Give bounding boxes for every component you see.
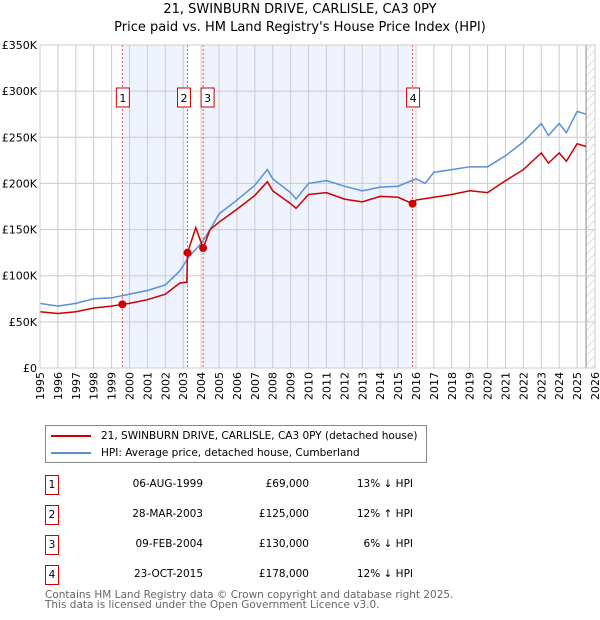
x-tick-label: 2022 [517,372,530,400]
x-tick-label: 2026 [589,372,600,400]
transaction-hpi-diff: 12% ↑ HPI [356,508,413,520]
x-tick-label: 2009 [285,372,298,400]
sale-point [408,199,417,208]
forecast-hatch [586,45,595,368]
sale-point [199,244,208,253]
series-line [39,110,587,307]
x-tick-label: 2018 [446,372,459,400]
transaction-date: 28-MAR-2003 [132,508,203,520]
x-tick-label: 2015 [392,372,405,400]
transaction-hpi-diff: 13% ↓ HPI [356,478,413,490]
x-tick-label: 2001 [141,372,154,400]
x-tick-label: 2000 [124,372,137,400]
sale-label-text: 4 [410,92,417,105]
legend: 21, SWINBURN DRIVE, CARLISLE, CA3 0PY (d… [45,425,427,463]
x-tick-label: 1999 [106,372,119,400]
sale-label-border [177,87,192,108]
y-tick-label: £350K [2,39,38,52]
transaction-row: 4 23-OCT-2015 £178,000 12% ↓ HPI [45,565,445,587]
sale-point [118,300,127,309]
transaction-date: 09-FEB-2004 [135,538,203,550]
y-tick-label: £250K [2,131,38,144]
sale-point [183,248,192,257]
y-tick-label: £50K [9,316,38,329]
x-tick-label: 2008 [267,372,280,400]
x-tick-label: 2017 [428,372,441,400]
series-line [39,142,587,315]
price-chart: 1995 1996 1997 1998 1999 2000 2001 2002 2003 2004… [2,39,600,400]
x-tick-label: 2023 [535,372,548,400]
x-tick-label: 2014 [374,372,387,400]
sale-label-border [115,87,130,108]
footer: Contains HM Land Registry data © Crown c… [45,589,454,611]
transaction-row: 2 28-MAR-2003 £125,000 12% ↑ HPI [45,505,445,527]
y-tick-label: £0 [23,362,37,375]
legend-label: 21, SWINBURN DRIVE, CARLISLE, CA3 0PY (d… [101,430,418,442]
x-tick-label: 2019 [464,372,477,400]
x-tick-label: 2006 [231,372,244,400]
transaction-number: 4 [45,565,59,585]
x-tick-label: 2024 [553,372,566,400]
sale-label-box: 1 [115,87,130,108]
plot-border [39,44,596,369]
transaction-hpi-diff: 12% ↓ HPI [356,568,413,580]
x-tick-label: 2020 [482,372,495,400]
legend-item-hpi: HPI: Average price, detached house, Cumb… [46,445,360,461]
x-tick-label: 1998 [88,372,101,400]
chart-title: 21, SWINBURN DRIVE, CARLISLE, CA3 0PY [163,2,437,17]
sale-label-box: 4 [406,87,421,108]
x-tick-label: 2007 [249,372,262,400]
x-tick-label: 2021 [499,372,512,400]
footer-line: This data is licensed under the Open Gov… [45,599,380,611]
x-tick-label: 1995 [34,372,47,400]
y-tick-label: £300K [2,85,38,98]
x-tick-label: 2012 [338,372,351,400]
sale-label-box: 3 [200,87,215,108]
transaction-row: 1 06-AUG-1999 £69,000 13% ↓ HPI [45,475,445,497]
footer-line: Contains HM Land Registry data © Crown c… [45,589,454,601]
x-tick-label: 2011 [320,372,333,400]
transaction-date: 06-AUG-1999 [132,478,203,490]
transaction-number: 1 [45,475,59,495]
sale-label-text: 2 [181,92,188,105]
sale-label-text: 3 [204,92,211,105]
y-tick-label: £100K [2,270,38,283]
sale-label-border [406,87,421,108]
x-tick-label: 2004 [195,372,208,400]
legend-item-property: 21, SWINBURN DRIVE, CARLISLE, CA3 0PY (d… [46,428,417,444]
sale-period-shade [122,45,188,368]
transaction-row: 3 09-FEB-2004 £130,000 6% ↓ HPI [45,535,445,557]
y-tick-label: £150K [2,224,38,237]
transaction-price: £178,000 [258,568,309,580]
sale-label-text: 1 [119,92,126,105]
chart-subtitle: Price paid vs. HM Land Registry's House … [114,20,486,35]
y-tick-label: £200K [2,177,38,190]
transaction-date: 23-OCT-2015 [134,568,203,580]
sale-period-shade [203,45,413,368]
legend-swatch-red [51,435,91,437]
x-tick-label: 1997 [70,372,83,400]
x-tick-label: 2003 [177,372,190,400]
transaction-number: 3 [45,535,59,555]
legend-label: HPI: Average price, detached house, Cumb… [101,447,360,459]
x-tick-label: 1996 [52,372,65,400]
transaction-price: £69,000 [265,478,309,490]
legend-swatch-blue [51,452,91,454]
sale-label-border [200,87,215,108]
x-tick-label: 2013 [356,372,369,400]
transaction-price: £130,000 [258,538,309,550]
x-tick-label: 2002 [159,372,172,400]
transaction-number: 2 [45,505,59,525]
transaction-price: £125,000 [258,508,309,520]
x-tick-label: 2025 [571,372,584,400]
x-tick-label: 2016 [410,372,423,400]
x-tick-label: 2010 [303,372,316,400]
transaction-hpi-diff: 6% ↓ HPI [363,538,413,550]
sale-label-box: 2 [177,87,192,108]
x-tick-label: 2005 [213,372,226,400]
